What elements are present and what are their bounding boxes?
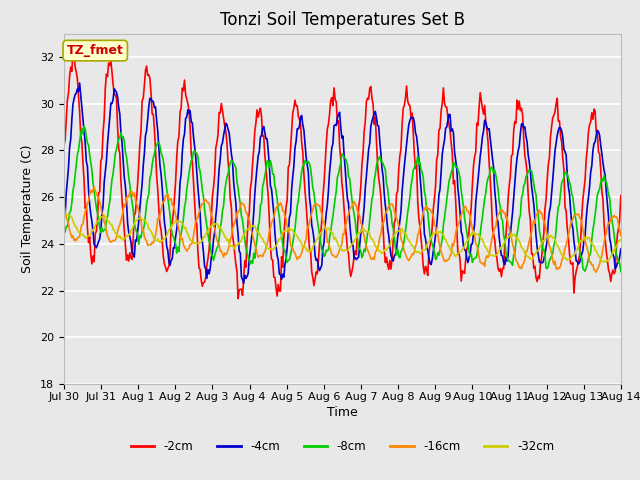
Text: TZ_fmet: TZ_fmet <box>67 44 124 57</box>
Title: Tonzi Soil Temperatures Set B: Tonzi Soil Temperatures Set B <box>220 11 465 29</box>
Legend: -2cm, -4cm, -8cm, -16cm, -32cm: -2cm, -4cm, -8cm, -16cm, -32cm <box>126 435 559 458</box>
Y-axis label: Soil Temperature (C): Soil Temperature (C) <box>22 144 35 273</box>
X-axis label: Time: Time <box>327 406 358 419</box>
